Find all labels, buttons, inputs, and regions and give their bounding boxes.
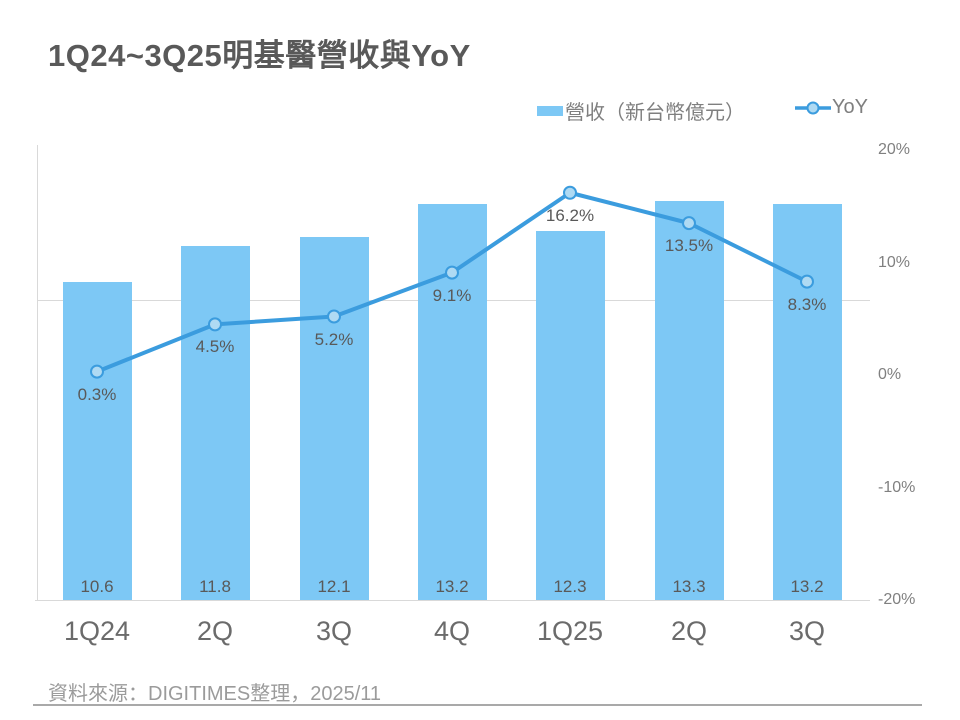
legend-item-yoy: YoY (795, 96, 868, 119)
legend-yoy-label: YoY (832, 96, 868, 118)
revenue-bar (299, 237, 369, 600)
bar-value-label: 12.1 (317, 577, 351, 596)
right-axis-tick-label: 10% (878, 253, 911, 271)
x-axis-label: 4Q (433, 616, 471, 646)
x-axis-label: 2Q (196, 616, 234, 646)
yoy-point (563, 185, 577, 200)
y-axis-line (37, 145, 38, 600)
legend-item-revenue: 營收（新台幣億元） (537, 96, 745, 125)
revenue-bar (772, 204, 842, 600)
legend: 營收（新台幣億元） YoY (0, 96, 960, 125)
bar-value-label: 10.6 (80, 577, 114, 596)
x-axis-label: 3Q (315, 616, 353, 646)
legend-revenue-label: 營收（新台幣億元） (565, 102, 745, 124)
yoy-value-label: 5.2% (314, 329, 354, 349)
yoy-value-label: 13.5% (664, 236, 714, 256)
yoy-value-label: 16.2% (545, 205, 595, 225)
revenue-bar (180, 246, 250, 600)
x-axis-line (35, 600, 870, 601)
yoy-value-label: 9.1% (432, 285, 472, 305)
yoy-value-label: 0.3% (77, 384, 117, 404)
revenue-bar (417, 204, 487, 600)
yoy-value-label: 8.3% (787, 294, 827, 314)
revenue-bar (62, 282, 132, 600)
bar-value-label: 13.3 (672, 577, 706, 596)
source-note: 資料來源：DIGITIMES整理，2025/11 (48, 683, 382, 705)
revenue-bar (535, 231, 605, 600)
right-axis-tick-label: -10% (878, 478, 916, 496)
footer-divider (33, 704, 922, 706)
revenue-bar (654, 201, 724, 600)
right-axis-tick-label: -20% (878, 591, 916, 608)
bar-value-label: 13.2 (435, 577, 469, 596)
x-axis-label: 3Q (788, 616, 826, 646)
bar-value-label: 11.8 (199, 577, 231, 596)
yoy-line-marker-icon (795, 100, 831, 116)
revenue-swatch-icon (537, 105, 563, 116)
bar-value-label: 12.3 (553, 577, 587, 596)
yoy-value-label: 4.5% (195, 337, 235, 357)
bar-value-label: 13.2 (790, 577, 824, 596)
x-axis-label: 1Q24 (63, 616, 131, 646)
right-axis-tick-label: 20% (878, 141, 911, 158)
x-axis-label: 1Q25 (536, 616, 604, 646)
chart-title: 1Q24~3Q25明基醫營收與YoY (48, 38, 471, 73)
right-axis-tick-label: 0% (878, 366, 902, 383)
x-axis-label: 2Q (670, 616, 708, 646)
